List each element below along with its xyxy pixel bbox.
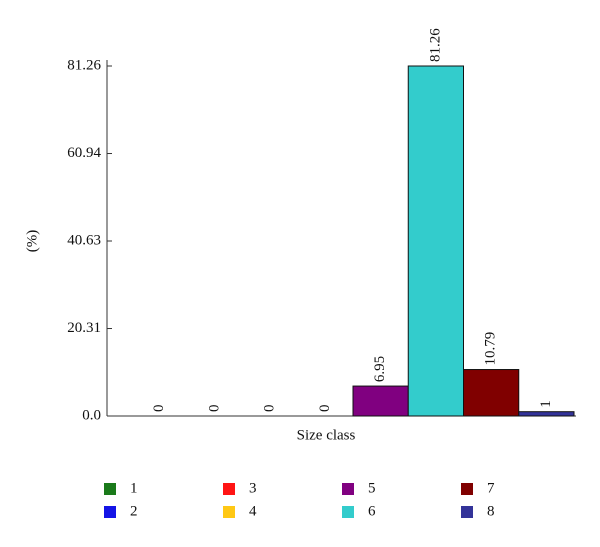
x-axis-label: Size class bbox=[297, 427, 356, 443]
value-label: 1 bbox=[538, 400, 554, 408]
y-tick-label: 40.63 bbox=[67, 232, 101, 248]
y-tick-label: 60.94 bbox=[67, 145, 101, 161]
value-label: 81.26 bbox=[427, 28, 443, 62]
legend-label: 5 bbox=[368, 480, 376, 496]
legend-label: 4 bbox=[249, 503, 257, 519]
bar bbox=[352, 385, 409, 417]
y-tick-label: 20.31 bbox=[67, 320, 101, 336]
value-label: 0 bbox=[151, 405, 167, 413]
value-label: 0 bbox=[206, 405, 222, 413]
y-tick-label: 0.0 bbox=[82, 407, 101, 423]
legend-label: 7 bbox=[487, 480, 495, 496]
legend-swatch bbox=[342, 483, 354, 495]
legend-label: 1 bbox=[130, 480, 138, 496]
legend-label: 3 bbox=[249, 480, 257, 496]
legend-swatch bbox=[104, 483, 116, 495]
value-label: 10.79 bbox=[483, 332, 499, 366]
legend-swatch bbox=[223, 506, 235, 518]
value-label: 0 bbox=[262, 405, 278, 413]
legend-swatch bbox=[104, 506, 116, 518]
legend-swatch bbox=[461, 506, 473, 518]
bar bbox=[463, 369, 520, 417]
value-label: 6.95 bbox=[372, 356, 388, 382]
legend-label: 6 bbox=[368, 503, 376, 519]
value-label: 0 bbox=[317, 405, 333, 413]
y-tick-label: 81.26 bbox=[67, 57, 101, 73]
legend-label: 8 bbox=[487, 503, 495, 519]
legend-swatch bbox=[342, 506, 354, 518]
legend-swatch bbox=[223, 483, 235, 495]
legend-label: 2 bbox=[130, 503, 138, 519]
bar bbox=[407, 65, 464, 417]
y-axis-label: (%) bbox=[24, 230, 40, 253]
legend-swatch bbox=[461, 483, 473, 495]
bar bbox=[518, 411, 575, 417]
